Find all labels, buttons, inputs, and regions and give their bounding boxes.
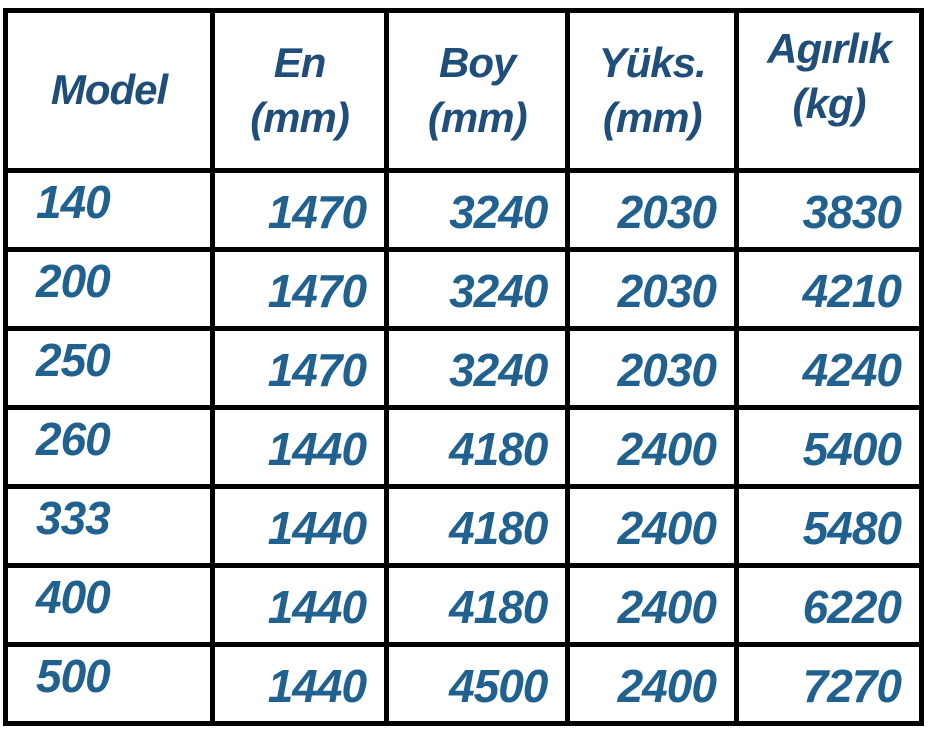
cell-model: 200 [2, 247, 216, 331]
cell-yuks: 2400 [565, 405, 739, 489]
table-row: 200 1470 3240 2030 4210 [2, 247, 925, 331]
column-header-agirlik-unit: (kg) [792, 79, 866, 127]
column-header-en: En (mm) [210, 8, 390, 173]
yuks-value: 2400 [617, 581, 717, 633]
en-value: 1440 [267, 581, 367, 633]
model-value: 200 [36, 255, 111, 307]
cell-yuks: 2030 [565, 326, 739, 410]
column-header-yuks-wrap: Yüks. (mm) [570, 36, 734, 145]
boy-value: 4180 [449, 502, 548, 554]
boy-value: 4180 [449, 423, 548, 475]
cell-model: 260 [2, 405, 216, 489]
cell-agirlik: 6220 [733, 563, 925, 647]
column-header-agirlik: Agırlık (kg) [733, 8, 925, 173]
table-row: 260 1440 4180 2400 5400 [2, 405, 925, 489]
cell-boy: 4180 [384, 563, 571, 647]
yuks-value: 2400 [617, 423, 717, 475]
cell-agirlik: 5400 [733, 405, 925, 489]
en-value: 1440 [267, 660, 367, 712]
cell-en: 1440 [210, 405, 390, 489]
agirlik-value: 3830 [802, 186, 902, 238]
model-value: 250 [36, 334, 111, 386]
cell-en: 1470 [210, 247, 390, 331]
boy-value: 4500 [449, 660, 548, 712]
cell-model: 333 [2, 484, 216, 568]
yuks-value: 2030 [617, 186, 717, 238]
column-header-boy-unit: (mm) [427, 93, 528, 141]
table-row: 400 1440 4180 2400 6220 [2, 563, 925, 647]
en-value: 1470 [267, 265, 367, 317]
column-header-en-label: En [273, 38, 327, 86]
cell-model: 400 [2, 563, 216, 647]
table-row: 500 1440 4500 2400 7270 [2, 642, 925, 726]
cell-boy: 4180 [384, 405, 571, 489]
column-header-en-wrap: En (mm) [215, 36, 384, 145]
boy-value: 3240 [449, 265, 548, 317]
column-header-model-label: Model [50, 66, 168, 114]
agirlik-value: 7270 [802, 660, 902, 712]
cell-agirlik: 5480 [733, 484, 925, 568]
model-value: 140 [36, 176, 111, 228]
column-header-yuks-unit: (mm) [602, 93, 703, 141]
cell-boy: 4180 [384, 484, 571, 568]
yuks-value: 2030 [617, 265, 717, 317]
cell-yuks: 2030 [565, 247, 739, 331]
cell-model: 500 [2, 642, 216, 726]
column-header-yuks: Yüks. (mm) [565, 8, 739, 173]
model-spec-table: Model En (mm) Boy (mm) Yüks. [2, 8, 925, 726]
cell-en: 1470 [210, 326, 390, 410]
cell-boy: 3240 [384, 168, 571, 252]
agirlik-value: 5400 [802, 423, 902, 475]
model-value: 260 [36, 413, 111, 465]
cell-boy: 4500 [384, 642, 571, 726]
column-header-agirlik-wrap: Agırlık (kg) [739, 22, 919, 131]
cell-yuks: 2400 [565, 484, 739, 568]
header-row: Model En (mm) Boy (mm) Yüks. [2, 8, 925, 173]
cell-agirlik: 4210 [733, 247, 925, 331]
agirlik-value: 6220 [802, 581, 902, 633]
cell-en: 1440 [210, 642, 390, 726]
column-header-agirlik-label: Agırlık [767, 24, 892, 72]
cell-agirlik: 3830 [733, 168, 925, 252]
column-header-model: Model [2, 8, 216, 173]
yuks-value: 2400 [617, 660, 717, 712]
en-value: 1470 [267, 186, 367, 238]
cell-yuks: 2400 [565, 563, 739, 647]
cell-boy: 3240 [384, 247, 571, 331]
en-value: 1440 [267, 423, 367, 475]
cell-model: 250 [2, 326, 216, 410]
cell-boy: 3240 [384, 326, 571, 410]
boy-value: 3240 [449, 186, 548, 238]
table-row: 333 1440 4180 2400 5480 [2, 484, 925, 568]
cell-yuks: 2030 [565, 168, 739, 252]
cell-en: 1440 [210, 563, 390, 647]
agirlik-value: 5480 [802, 502, 902, 554]
en-value: 1440 [267, 502, 367, 554]
table-row: 250 1470 3240 2030 4240 [2, 326, 925, 410]
column-header-yuks-label: Yüks. [598, 38, 707, 86]
model-value: 333 [36, 492, 111, 544]
cell-yuks: 2400 [565, 642, 739, 726]
yuks-value: 2030 [617, 344, 717, 396]
cell-agirlik: 7270 [733, 642, 925, 726]
boy-value: 3240 [449, 344, 548, 396]
column-header-boy: Boy (mm) [384, 8, 571, 173]
model-value: 500 [36, 650, 111, 702]
cell-en: 1440 [210, 484, 390, 568]
en-value: 1470 [267, 344, 367, 396]
column-header-boy-label: Boy [439, 38, 516, 86]
agirlik-value: 4240 [802, 344, 902, 396]
model-value: 400 [36, 571, 111, 623]
column-header-boy-wrap: Boy (mm) [389, 36, 565, 145]
cell-model: 140 [2, 168, 216, 252]
boy-value: 4180 [449, 581, 548, 633]
agirlik-value: 4210 [802, 265, 902, 317]
cell-en: 1470 [210, 168, 390, 252]
table-row: 140 1470 3240 2030 3830 [2, 168, 925, 252]
yuks-value: 2400 [617, 502, 717, 554]
cell-agirlik: 4240 [733, 326, 925, 410]
column-header-en-unit: (mm) [250, 93, 350, 141]
